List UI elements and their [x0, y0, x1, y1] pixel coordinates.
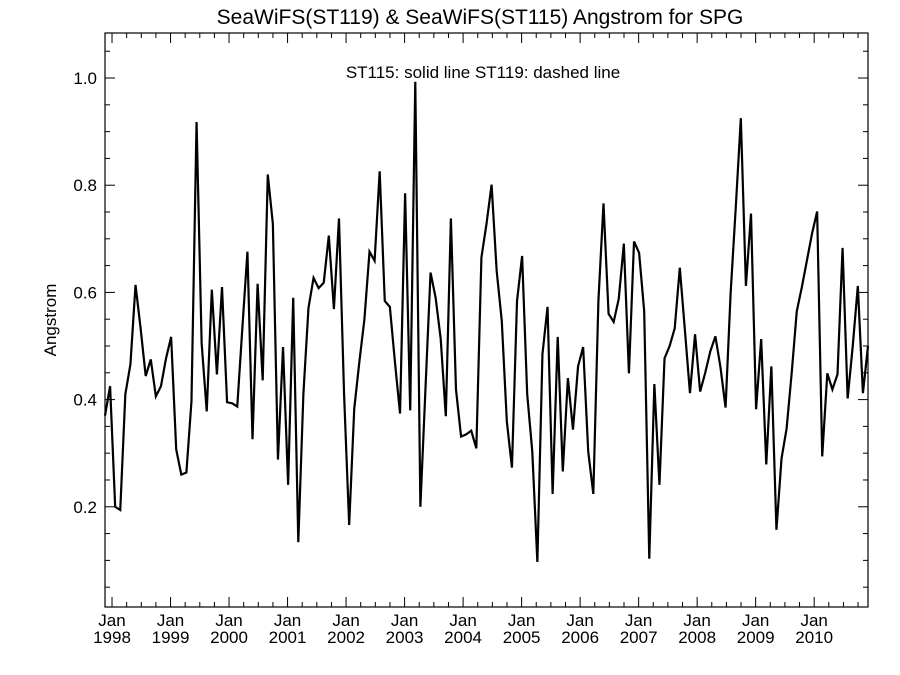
- y-tick-label: 0.4: [73, 391, 97, 410]
- series-group: [103, 81, 870, 563]
- x-tick-label-year: 2007: [620, 628, 658, 647]
- y-axis-label: Angstrom: [41, 284, 60, 357]
- axis-ticks: [105, 33, 868, 607]
- x-tick-label-month: Jan: [332, 611, 359, 630]
- legend-annotation: ST115: solid line ST119: dashed line: [346, 63, 620, 82]
- y-tick-label: 1.0: [73, 69, 97, 88]
- y-tick-label: 0.6: [73, 283, 97, 302]
- x-tick-label-month: Jan: [800, 611, 827, 630]
- x-tick-label-year: 1999: [152, 628, 190, 647]
- tick-labels: 0.20.40.60.81.0Jan1998Jan1999Jan2000Jan2…: [73, 69, 833, 647]
- x-tick-label-year: 2002: [327, 628, 365, 647]
- x-tick-label-year: 1998: [93, 628, 131, 647]
- x-tick-label-month: Jan: [683, 611, 710, 630]
- x-tick-label-year: 2008: [678, 628, 716, 647]
- x-tick-label-year: 2010: [795, 628, 833, 647]
- x-tick-label-month: Jan: [449, 611, 476, 630]
- x-tick-label-month: Jan: [215, 611, 242, 630]
- x-tick-label-year: 2006: [561, 628, 599, 647]
- x-tick-label-month: Jan: [157, 611, 184, 630]
- x-tick-label-month: Jan: [742, 611, 769, 630]
- x-tick-label-year: 2003: [386, 628, 424, 647]
- x-tick-label-year: 2000: [210, 628, 248, 647]
- x-tick-label-month: Jan: [566, 611, 593, 630]
- chart-title: SeaWiFS(ST119) & SeaWiFS(ST115) Angstrom…: [217, 6, 744, 29]
- series-line-ST115: [103, 81, 870, 563]
- x-tick-label-year: 2001: [269, 628, 307, 647]
- x-tick-label-month: Jan: [391, 611, 418, 630]
- x-tick-label-month: Jan: [625, 611, 652, 630]
- y-tick-label: 0.8: [73, 176, 97, 195]
- x-tick-label-year: 2009: [737, 628, 775, 647]
- x-tick-label-year: 2005: [503, 628, 541, 647]
- plot-frame: [104, 32, 869, 608]
- y-tick-label: 0.2: [73, 498, 97, 517]
- x-tick-label-month: Jan: [508, 611, 535, 630]
- x-tick-label-month: Jan: [274, 611, 301, 630]
- x-tick-label-month: Jan: [98, 611, 125, 630]
- x-tick-label-year: 2004: [444, 628, 482, 647]
